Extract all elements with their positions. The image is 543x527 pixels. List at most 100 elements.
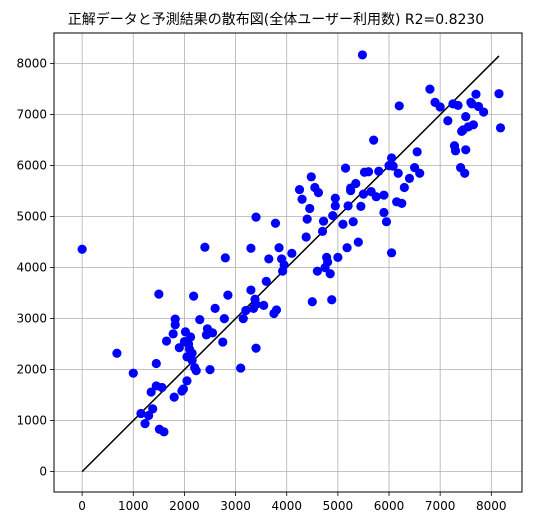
scatter-point (271, 305, 282, 315)
scatter-point (468, 120, 479, 130)
scatter-point (471, 89, 481, 99)
scatter-point (223, 290, 233, 300)
scatter-point (274, 243, 284, 253)
scatter-point (325, 269, 335, 279)
data-points (77, 50, 506, 437)
x-tick-label: 3000 (220, 499, 251, 513)
scatter-point (443, 116, 453, 126)
scatter-point (358, 189, 369, 199)
scatter-point (494, 89, 504, 99)
scatter-point (330, 193, 340, 203)
scatter-point (200, 242, 210, 252)
scatter-point (381, 217, 392, 227)
scatter-point (479, 107, 489, 117)
scatter-point (386, 153, 397, 163)
scatter-point (460, 168, 470, 178)
x-tick-label: 2000 (169, 499, 200, 513)
scatter-point (205, 365, 215, 375)
scatter-point (144, 410, 154, 421)
scatter-point (219, 314, 229, 324)
scatter-point (154, 289, 164, 299)
x-tick-label: 7000 (425, 499, 456, 513)
x-tick-label: 1000 (118, 499, 149, 513)
scatter-point (259, 300, 269, 310)
scatter-point (136, 408, 146, 419)
scatter-point (388, 161, 398, 171)
scatter-point (220, 253, 230, 263)
scatter-point (279, 260, 289, 270)
scatter-point (306, 172, 316, 182)
x-tick-label: 6000 (374, 499, 405, 513)
scatter-point (313, 188, 324, 198)
y-tick-label: 5000 (16, 210, 47, 224)
scatter-point (348, 217, 358, 227)
scatter-point (450, 146, 461, 156)
scatter-point (356, 201, 366, 211)
scatter-point (393, 168, 403, 178)
scatter-point (157, 382, 167, 393)
reference-line-group (81, 55, 500, 473)
scatter-point (251, 212, 261, 222)
reference-line (81, 55, 500, 473)
scatter-point (495, 123, 506, 133)
scatter-point (415, 168, 425, 178)
scatter-point (379, 190, 389, 200)
y-tick-label: 7000 (16, 108, 47, 122)
scatter-point (312, 266, 323, 276)
scatter-point (399, 182, 409, 193)
scatter-point (270, 218, 281, 228)
scatter-point (161, 336, 172, 346)
scatter-point (159, 427, 169, 437)
scatter-point (351, 178, 361, 189)
scatter-point (294, 184, 305, 195)
scatter-point (412, 147, 422, 157)
scatter-point (238, 314, 248, 324)
scatter-point (210, 303, 220, 313)
y-tick-label: 4000 (16, 261, 47, 275)
scatter-point (218, 337, 228, 347)
scatter-point (343, 201, 353, 211)
scatter-point (353, 237, 363, 247)
scatter-point (461, 145, 471, 155)
scatter-point (425, 84, 435, 94)
scatter-point (435, 102, 445, 112)
scatter-point (333, 252, 343, 262)
scatter-point (168, 329, 178, 339)
scatter-point (241, 305, 251, 316)
scatter-point (342, 243, 352, 253)
scatter-point (327, 295, 337, 305)
y-tick-label: 3000 (16, 312, 47, 326)
scatter-point (301, 232, 311, 242)
y-tick-label: 2000 (16, 363, 47, 377)
y-tick-label: 6000 (16, 159, 47, 173)
x-tick-label: 5000 (323, 499, 354, 513)
scatter-point (328, 210, 338, 221)
plot-frame (53, 32, 523, 493)
scatter-point (357, 50, 368, 60)
scatter-point (187, 348, 197, 358)
scatter-point (185, 332, 196, 342)
scatter-point (287, 248, 297, 258)
scatter-point (236, 363, 246, 373)
scatter-point (170, 314, 180, 324)
scatter-point (369, 135, 379, 145)
scatter-point (251, 343, 261, 353)
scatter-point (302, 214, 312, 224)
x-tick-label: 4000 (271, 499, 302, 513)
y-tick-label: 1000 (16, 414, 47, 428)
scatter-point (404, 173, 415, 183)
scatter-point (307, 297, 317, 307)
scatter-point (148, 404, 158, 414)
chart-title: 正解データと予測結果の散布図(全体ユーザー利用数) R2=0.8230 (68, 11, 484, 28)
scatter-point (195, 315, 205, 325)
scatter-point (146, 387, 156, 397)
scatter-point (174, 343, 184, 353)
y-tick-label: 0 (39, 465, 47, 479)
scatter-point (379, 207, 389, 218)
scatter-point (207, 328, 218, 338)
scatter-point (371, 192, 381, 202)
scatter-point (317, 226, 328, 236)
scatter-point (397, 198, 407, 208)
scatter-point (140, 419, 150, 429)
